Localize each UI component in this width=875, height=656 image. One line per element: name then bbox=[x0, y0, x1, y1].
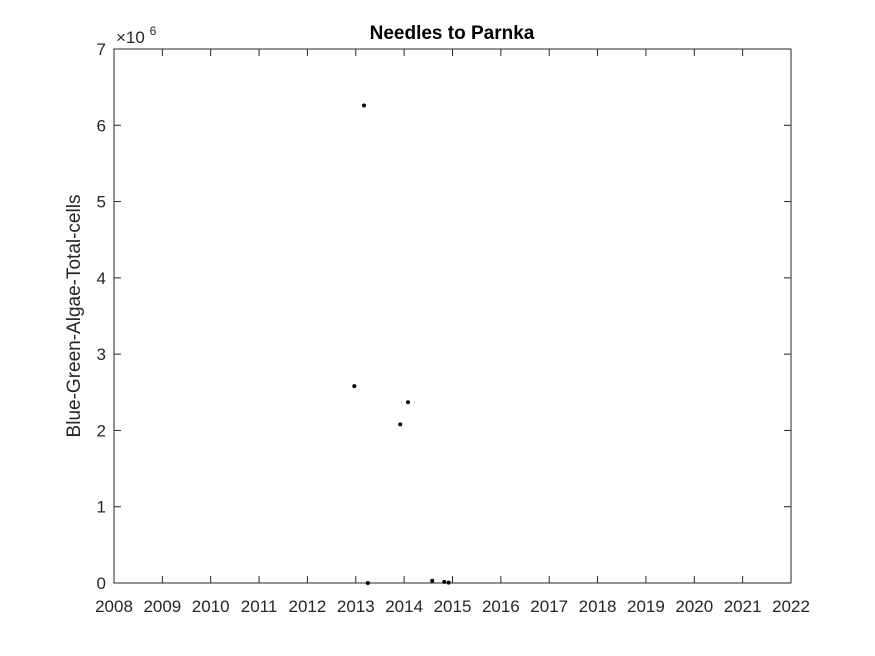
y-tick-label: 3 bbox=[97, 345, 106, 364]
x-axis: 2008 2009 2010 2011 2012 2013 2014 2015 2016 2017… bbox=[95, 49, 810, 616]
x-tick-label: 2012 bbox=[289, 597, 327, 616]
y-exponent-power: 6 bbox=[150, 24, 157, 38]
y-tick-label: 1 bbox=[97, 498, 106, 517]
x-tick-label: 2018 bbox=[579, 597, 617, 616]
data-point bbox=[446, 580, 451, 585]
y-axis-label: Blue-Green-Algae-Total-cells bbox=[64, 195, 85, 438]
x-tick-label: 2016 bbox=[482, 597, 520, 616]
y-exponent-label: ×10 6 bbox=[116, 24, 157, 47]
data-points bbox=[352, 103, 451, 585]
x-tick-label: 2008 bbox=[95, 597, 133, 616]
x-tick-label: 2022 bbox=[772, 597, 810, 616]
y-tick-label: 2 bbox=[97, 421, 106, 440]
y-exponent-base: ×10 bbox=[116, 28, 145, 47]
x-tick-label: 2020 bbox=[675, 597, 713, 616]
y-tick-label: 5 bbox=[97, 193, 106, 212]
y-tick-label: 6 bbox=[97, 116, 106, 135]
data-point bbox=[430, 578, 435, 583]
y-tick-label: 7 bbox=[97, 40, 106, 59]
x-tick-label: 2011 bbox=[241, 597, 278, 616]
y-axis: 0 1 2 3 4 5 6 7 bbox=[97, 40, 791, 593]
x-tick-label: 2015 bbox=[434, 597, 472, 616]
data-point bbox=[352, 384, 357, 389]
data-point bbox=[442, 579, 447, 584]
chart-title: Needles to Parnka bbox=[370, 23, 535, 44]
y-tick-label: 4 bbox=[97, 269, 106, 288]
x-tick-label: 2010 bbox=[192, 597, 230, 616]
x-tick-label: 2009 bbox=[143, 597, 181, 616]
plot-area bbox=[113, 48, 792, 584]
x-tick-label: 2019 bbox=[627, 597, 665, 616]
y-tick-label: 0 bbox=[97, 574, 106, 593]
x-tick-label: 2013 bbox=[337, 597, 375, 616]
x-tick-label: 2014 bbox=[385, 597, 423, 616]
data-point bbox=[365, 581, 370, 585]
data-point bbox=[406, 400, 411, 405]
data-point bbox=[398, 422, 403, 427]
x-tick-label: 2021 bbox=[724, 597, 762, 616]
data-point bbox=[362, 103, 367, 108]
x-tick-label: 2017 bbox=[530, 597, 568, 616]
